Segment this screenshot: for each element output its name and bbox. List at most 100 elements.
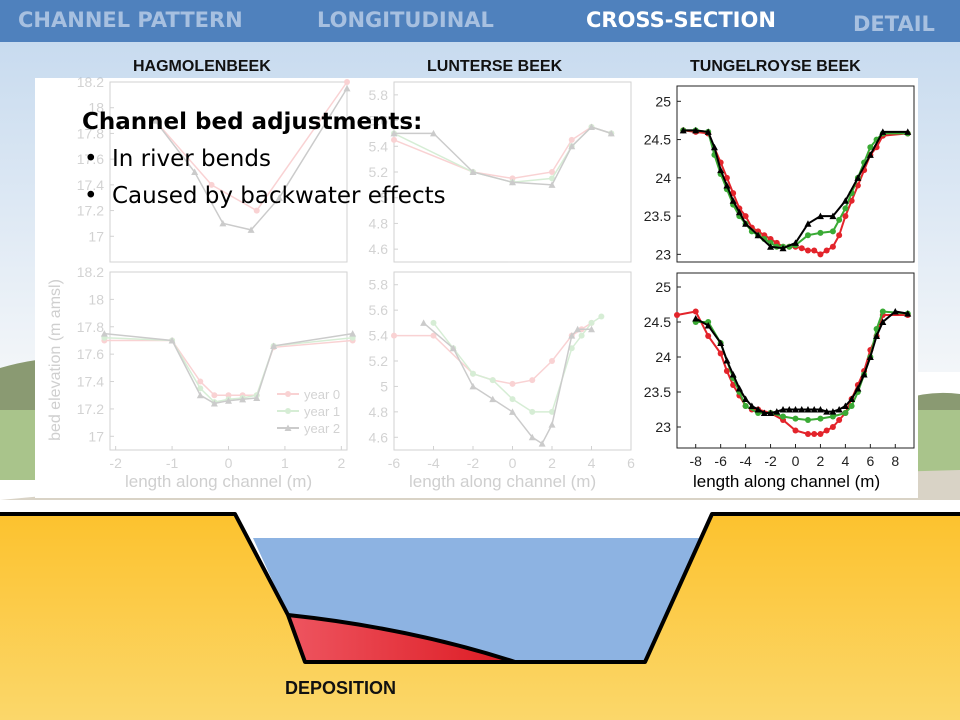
data-point <box>100 330 108 337</box>
data-point <box>816 212 824 220</box>
data-point <box>836 216 843 223</box>
x-tick-label: -2 <box>109 455 122 471</box>
nav-cross-section[interactable]: CROSS-SECTION <box>586 8 776 32</box>
nav-detail[interactable]: DETAIL <box>853 12 935 36</box>
y-tick-label: 24 <box>655 349 671 365</box>
data-point <box>729 371 737 378</box>
data-point <box>848 395 856 402</box>
x-tick-label: 8 <box>891 453 899 469</box>
chart-4: 23 23.5 24 24.5 25 <box>644 85 915 263</box>
data-point <box>538 440 546 447</box>
data-point <box>548 421 556 428</box>
data-point <box>792 427 799 434</box>
callout-bullet: In river bends <box>82 141 446 178</box>
data-point <box>549 408 555 415</box>
series-line-year-2 <box>423 322 592 445</box>
x-tick-label: 6 <box>866 453 874 469</box>
data-point <box>509 380 516 387</box>
data-point <box>469 168 477 175</box>
data-point <box>891 308 899 315</box>
data-point <box>210 399 218 407</box>
data-point <box>692 126 700 134</box>
y-tick-label: 18.2 <box>77 74 104 90</box>
y-tick-label: 17 <box>88 428 104 444</box>
data-point <box>804 232 811 239</box>
data-point <box>470 169 476 175</box>
data-point <box>879 128 887 135</box>
data-point <box>798 245 805 252</box>
data-point <box>780 413 787 420</box>
data-point <box>509 408 516 415</box>
chart-3: 4.6 4.8 5 5.2 5.4 5.6 5.8 -6 -4 -2 0 2 4 6 <box>369 271 635 471</box>
legend-marker <box>284 424 292 431</box>
data-point <box>489 377 496 384</box>
data-point <box>735 385 743 392</box>
water <box>253 538 700 662</box>
data-point <box>829 212 837 220</box>
data-point <box>811 431 818 437</box>
data-point <box>608 130 615 137</box>
data-point <box>449 344 457 352</box>
x-tick-label: -4 <box>427 455 440 471</box>
data-point <box>253 394 261 401</box>
data-point <box>470 169 476 175</box>
data-point <box>804 406 812 413</box>
data-point <box>873 332 881 339</box>
data-point <box>253 392 260 399</box>
x-tick-label: 2 <box>817 453 825 469</box>
data-point <box>829 408 837 415</box>
y-tick-label: 24 <box>655 170 671 186</box>
data-point <box>489 377 496 384</box>
data-point <box>742 395 750 402</box>
data-point <box>754 406 762 413</box>
data-point <box>842 213 849 220</box>
data-point <box>430 332 437 339</box>
data-point <box>469 382 477 390</box>
river-title-tungelroyse: TUNGELROYSE BEEK <box>690 58 861 75</box>
y-axis-label: bed elevation (m amsl) <box>47 279 64 441</box>
data-point <box>211 399 218 406</box>
x-tick-label: 0 <box>792 453 800 469</box>
y-tick-label: 5.2 <box>369 353 389 369</box>
data-point <box>568 142 576 150</box>
data-point <box>588 124 595 130</box>
x-tick-label: 1 <box>281 455 289 471</box>
nav-channel-pattern[interactable]: CHANNEL PATTERN <box>18 8 243 32</box>
series-line-year-0 <box>104 339 353 396</box>
y-tick-label: 18 <box>88 291 104 307</box>
river-title-lunterse: LUNTERSE BEEK <box>427 58 563 75</box>
data-point <box>867 144 874 151</box>
data-point <box>568 136 575 143</box>
legend-label: year 2 <box>304 421 340 436</box>
data-point <box>608 130 615 137</box>
series-line-year-0 <box>394 322 592 385</box>
data-point <box>717 350 724 357</box>
x-tick-label: 0 <box>225 455 233 471</box>
data-point <box>607 129 615 137</box>
nav-longitudinal[interactable]: LONGITUDINAL <box>317 8 494 32</box>
data-point <box>748 402 756 409</box>
deposition-label: DEPOSITION <box>285 678 397 698</box>
data-point <box>343 84 351 92</box>
data-point <box>529 377 536 384</box>
x-axis-label-lunterse: length along channel (m) <box>409 472 597 491</box>
data-point <box>588 319 595 326</box>
x-tick-label: 4 <box>841 453 849 469</box>
y-tick-label: 24.5 <box>644 132 671 148</box>
data-point <box>169 337 176 344</box>
data-point <box>548 181 556 188</box>
data-point <box>588 319 595 326</box>
y-tick-label: 25 <box>655 279 671 295</box>
data-point <box>528 433 536 441</box>
series-line-year-2 <box>104 332 353 405</box>
plot-frame <box>393 271 632 451</box>
y-tick-label: 23 <box>655 419 671 435</box>
data-point <box>829 424 836 430</box>
callout-heading: Channel bed adjustments: <box>82 109 423 135</box>
data-point <box>349 330 357 337</box>
data-point <box>729 197 737 204</box>
data-point <box>349 334 356 341</box>
data-point <box>773 408 781 415</box>
y-tick-label: 17.6 <box>77 346 104 362</box>
y-tick-label: 18.2 <box>77 264 104 280</box>
